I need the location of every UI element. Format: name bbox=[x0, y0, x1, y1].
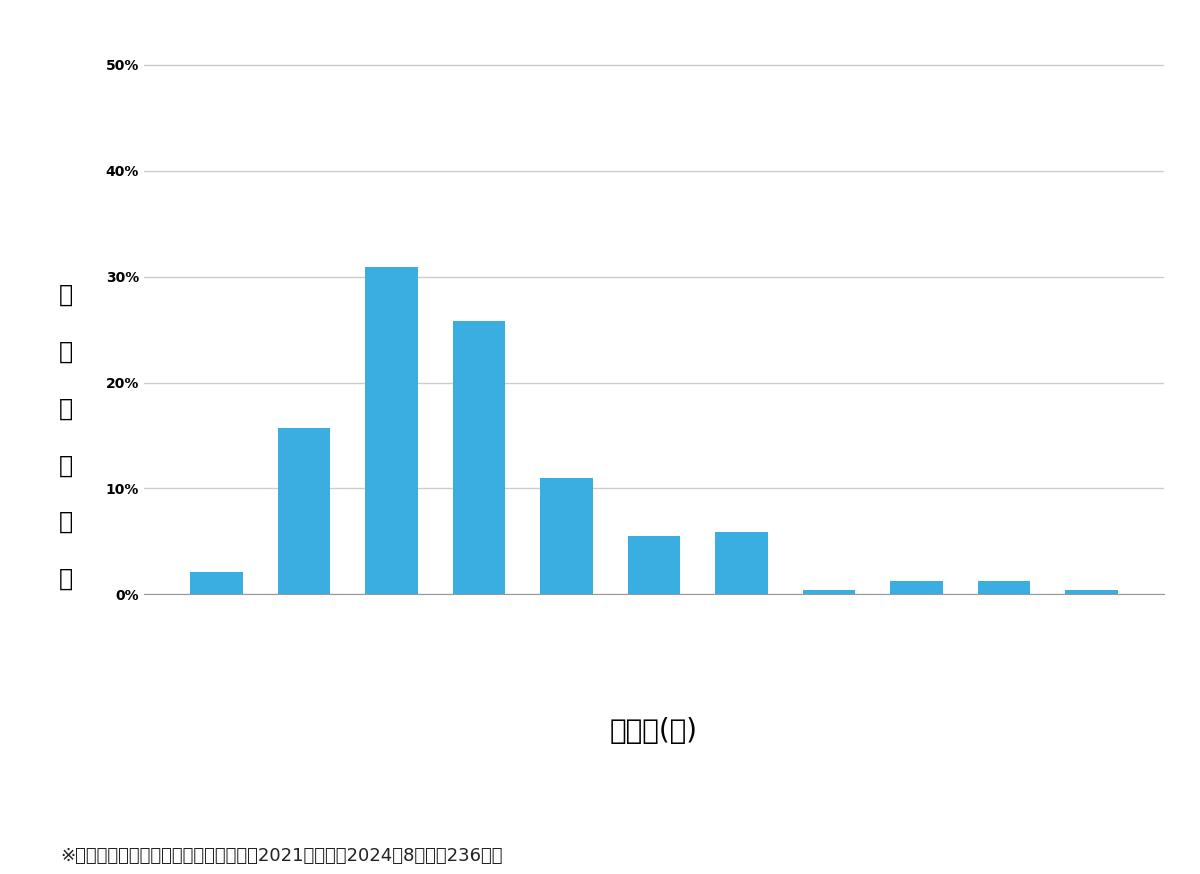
Text: 割: 割 bbox=[59, 510, 73, 534]
Bar bbox=[803, 590, 856, 594]
Bar bbox=[890, 581, 943, 594]
Bar bbox=[191, 572, 242, 594]
Bar bbox=[278, 428, 330, 594]
Text: 格: 格 bbox=[59, 340, 73, 364]
Bar bbox=[628, 536, 680, 594]
Text: 合: 合 bbox=[59, 567, 73, 591]
X-axis label: 価格帯(円): 価格帯(円) bbox=[610, 717, 698, 745]
Text: ※弊社受付の案件を対象に集計（期間：2021年１月〜2024年8月、計236件）: ※弊社受付の案件を対象に集計（期間：2021年１月〜2024年8月、計236件） bbox=[60, 847, 503, 865]
Bar bbox=[365, 267, 418, 594]
Bar bbox=[715, 531, 768, 594]
Bar bbox=[452, 321, 505, 594]
Bar bbox=[978, 581, 1030, 594]
Text: の: の bbox=[59, 454, 73, 477]
Text: 価: 価 bbox=[59, 283, 73, 307]
Bar bbox=[540, 477, 593, 594]
Bar bbox=[1066, 590, 1117, 594]
Text: 帯: 帯 bbox=[59, 397, 73, 420]
